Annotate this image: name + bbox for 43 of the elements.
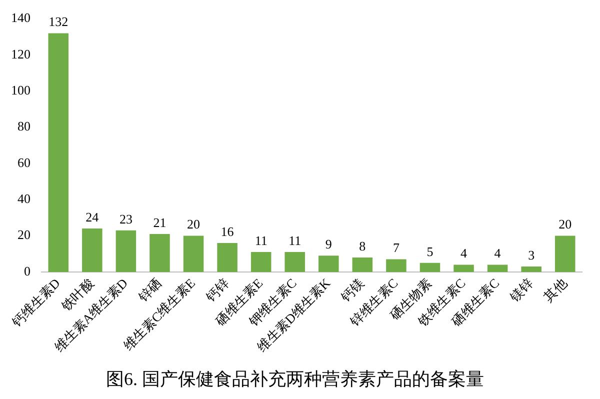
data-label: 132 bbox=[48, 14, 68, 30]
bar bbox=[318, 256, 339, 272]
y-tick-label: 60 bbox=[18, 154, 30, 170]
data-label: 24 bbox=[86, 209, 100, 224]
data-label: 8 bbox=[359, 238, 366, 254]
bar bbox=[284, 252, 305, 272]
y-tick-label: 80 bbox=[18, 118, 30, 134]
bar bbox=[352, 257, 373, 272]
bar bbox=[554, 236, 576, 272]
data-label: 5 bbox=[426, 244, 434, 259]
data-label: 21 bbox=[153, 214, 166, 230]
bar bbox=[454, 264, 474, 272]
data-label: 3 bbox=[528, 247, 535, 262]
bar bbox=[48, 33, 69, 272]
y-tick-label: 40 bbox=[18, 191, 30, 206]
bar bbox=[82, 228, 102, 272]
data-label: 23 bbox=[119, 211, 132, 226]
y-tick-label: 140 bbox=[11, 10, 30, 26]
data-label: 16 bbox=[220, 224, 234, 239]
data-label: 11 bbox=[254, 232, 268, 248]
bar bbox=[521, 266, 542, 272]
data-label: 4 bbox=[494, 246, 502, 261]
bar bbox=[217, 243, 238, 272]
bar bbox=[150, 234, 170, 272]
data-label: 4 bbox=[460, 246, 468, 261]
bar bbox=[250, 252, 272, 272]
x-tick-label: 其他 bbox=[540, 275, 570, 304]
text: 图6. 国产保健食品补充两种营养素产品的备案量 bbox=[106, 368, 484, 389]
y-tick-label: 120 bbox=[11, 46, 30, 62]
data-label: 7 bbox=[392, 240, 400, 256]
y-tick-label: 0 bbox=[24, 263, 30, 278]
data-label: 9 bbox=[325, 236, 332, 252]
data-label: 11 bbox=[288, 232, 302, 248]
bar bbox=[487, 264, 508, 272]
y-tick-label: 20 bbox=[18, 227, 30, 242]
bar bbox=[116, 230, 136, 272]
bar bbox=[420, 262, 440, 272]
x-tick-label: 镁锌 bbox=[506, 275, 536, 306]
y-tick-label: 100 bbox=[11, 82, 30, 98]
data-label: 20 bbox=[558, 216, 572, 232]
data-label: 20 bbox=[187, 216, 200, 232]
bar bbox=[386, 259, 406, 272]
bar bbox=[183, 236, 204, 272]
